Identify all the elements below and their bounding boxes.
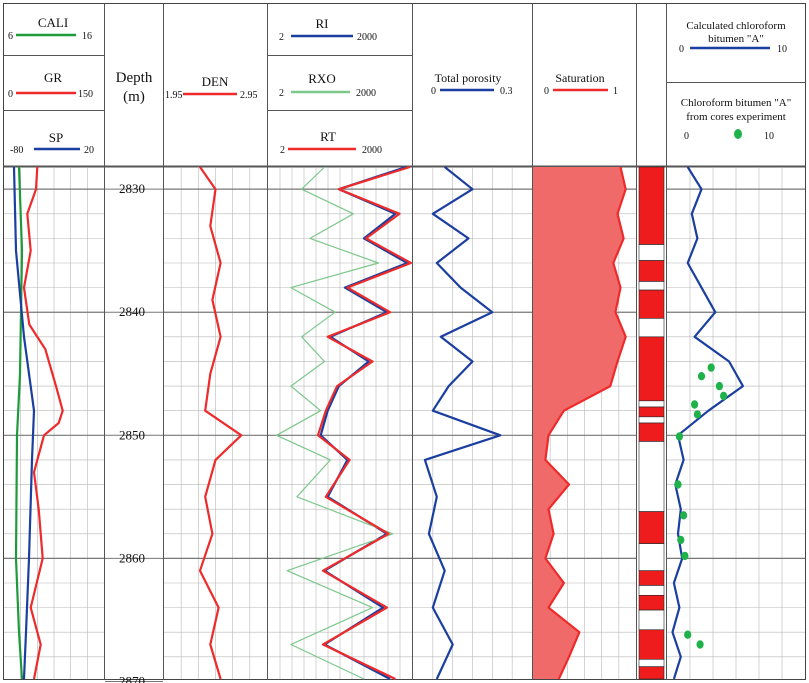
porosity-max: 0.3	[500, 86, 513, 97]
core-a-label-2: from cores experiment	[686, 111, 786, 123]
calc-a-max: 10	[777, 44, 787, 55]
gr-curve	[22, 166, 64, 680]
lithology-interval	[638, 629, 665, 660]
lithology-interval	[638, 336, 665, 402]
core-a-min: 0	[684, 131, 689, 142]
lithology-interval	[638, 511, 665, 544]
cali-curve	[14, 166, 24, 680]
saturation-curve	[544, 166, 627, 680]
den-curve	[198, 166, 243, 680]
porosity-curve	[423, 166, 502, 680]
saturation-fill	[533, 167, 626, 679]
lithology-column	[638, 166, 665, 680]
sp-curve	[12, 166, 36, 680]
lithology-interval	[638, 260, 665, 282]
lithology-interval	[638, 659, 665, 667]
rt-min: 2	[280, 145, 285, 156]
saturation-max: 1	[613, 86, 618, 97]
core-point	[681, 551, 689, 561]
grid-layer	[4, 167, 805, 679]
depth-tick-label: 2850	[119, 427, 145, 442]
lithology-interval	[638, 244, 665, 261]
den-label: DEN	[202, 74, 229, 89]
rxo-curve	[275, 166, 394, 680]
lithology-interval	[638, 441, 665, 512]
calc-a-label-1: Calculated chloroform	[686, 20, 786, 32]
fill-layer	[533, 167, 626, 679]
cali-label: CALI	[38, 15, 68, 30]
core-points-layer	[674, 363, 728, 649]
lithology-interval	[638, 166, 665, 245]
lithology-interval	[638, 585, 665, 596]
ri-max: 2000	[357, 32, 377, 43]
rt-curve	[316, 165, 412, 680]
lithology-interval	[638, 416, 665, 424]
lithology-interval	[638, 406, 665, 418]
lithology-interval	[638, 422, 665, 442]
core-point	[677, 535, 685, 545]
depth-label: Depth	[116, 70, 153, 86]
gr-max: 150	[78, 89, 93, 100]
calc-a-min: 0	[679, 44, 684, 55]
den-max: 2.95	[240, 90, 258, 101]
calc-a-curve	[671, 166, 744, 680]
core-point	[674, 480, 682, 489]
core-point	[707, 363, 715, 372]
rxo-label: RXO	[308, 71, 335, 86]
lithology-interval	[638, 666, 665, 680]
curve-layer	[12, 165, 744, 680]
ri-label: RI	[316, 16, 329, 31]
core-point	[715, 381, 724, 391]
lithology-interval	[638, 570, 665, 586]
depth-unit: (m)	[123, 89, 145, 105]
lithology-interval	[638, 543, 665, 571]
saturation-label: Saturation	[555, 71, 604, 85]
cali-max: 16	[82, 31, 92, 42]
calc-a-label-2: bitumen "A"	[708, 33, 764, 45]
chart-frame	[3, 3, 806, 680]
core-point	[684, 630, 692, 639]
rxo-min: 2	[279, 88, 284, 99]
lithology-interval	[638, 318, 665, 338]
rt-max: 2000	[362, 145, 382, 156]
core-point	[693, 410, 702, 419]
depth-tick-label: 2860	[119, 550, 145, 565]
lithology-interval	[638, 595, 665, 611]
core-a-legend-dot	[734, 129, 742, 139]
gr-min: 0	[8, 89, 13, 100]
core-a-max: 10	[764, 131, 774, 142]
depth-tick-label: 2830	[119, 181, 145, 196]
core-point	[680, 511, 688, 520]
lithology-interval	[638, 400, 665, 408]
gr-label: GR	[44, 70, 62, 85]
cali-min: 6	[8, 31, 13, 42]
lithology-interval	[638, 289, 665, 319]
sp-max: 20	[84, 145, 94, 156]
ri-min: 2	[279, 32, 284, 43]
sp-min: -80	[10, 145, 23, 156]
porosity-label: Total porosity	[435, 71, 502, 85]
saturation-min: 0	[544, 86, 549, 97]
core-point	[696, 640, 704, 649]
sp-label: SP	[49, 130, 63, 145]
column-dividers	[104, 3, 667, 680]
depth-ticks: 2830 2840 2850 2860 2870	[105, 181, 163, 683]
rt-label: RT	[320, 129, 336, 144]
porosity-min: 0	[431, 86, 436, 97]
depth-tick-label: 2840	[119, 304, 145, 319]
den-min: 1.95	[165, 90, 183, 101]
core-point	[720, 391, 728, 401]
core-point	[675, 432, 684, 441]
depth-tick-label: 2870	[119, 674, 145, 683]
core-a-label-1: Chloroform bitumen "A"	[681, 97, 791, 109]
rxo-max: 2000	[356, 88, 376, 99]
core-point	[691, 400, 699, 409]
core-point	[697, 372, 706, 381]
lithology-interval	[638, 609, 665, 631]
lithology-interval	[638, 281, 665, 291]
